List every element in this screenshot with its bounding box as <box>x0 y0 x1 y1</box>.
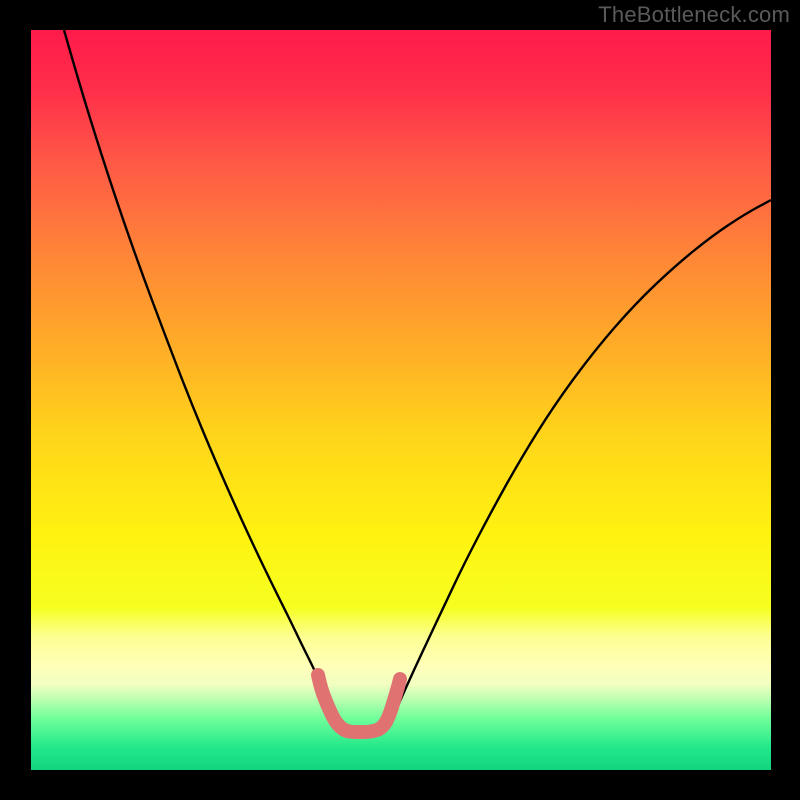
bottleneck-curve-chart <box>0 0 800 800</box>
floor-highlight-curve <box>318 675 400 732</box>
left-curve <box>64 30 337 720</box>
watermark-text: TheBottleneck.com <box>598 2 790 28</box>
right-curve <box>392 200 771 720</box>
